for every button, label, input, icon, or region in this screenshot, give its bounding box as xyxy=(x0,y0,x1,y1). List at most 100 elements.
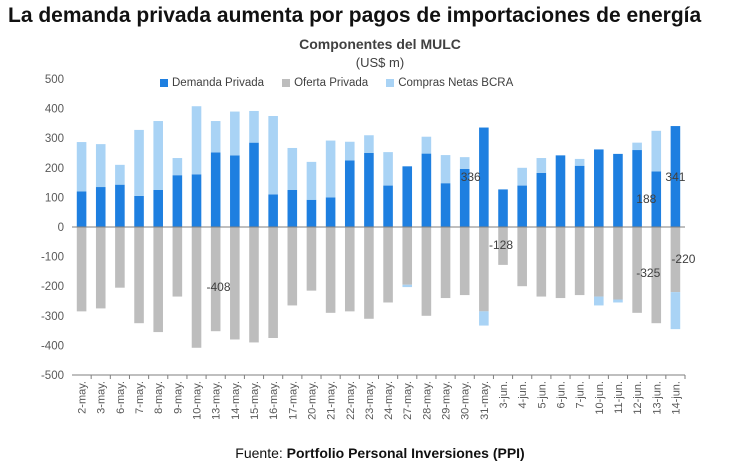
x-tick-label: 2-may. xyxy=(77,381,89,414)
bar-oferta xyxy=(555,227,566,299)
bar-oferta xyxy=(95,227,106,309)
x-tick-label: 30-may. xyxy=(460,381,472,420)
legend-item-oferta: Oferta Privada xyxy=(282,77,368,89)
legend-swatch-oferta xyxy=(282,79,291,87)
footer-source: Portfolio Personal Inversiones (PPI) xyxy=(286,445,525,461)
y-tick-label: 500 xyxy=(45,74,64,86)
bar-compras xyxy=(440,155,451,184)
bar-compras xyxy=(306,161,317,200)
bar-demanda xyxy=(210,152,221,227)
y-tick-label: 100 xyxy=(45,192,64,204)
bar-demanda xyxy=(249,142,259,227)
bar-oferta xyxy=(383,227,393,303)
bar-demanda xyxy=(306,199,317,227)
x-tick-label: 13-may. xyxy=(211,381,223,420)
x-tick-label: 7-may. xyxy=(134,381,146,414)
y-tick-label: 400 xyxy=(45,104,64,116)
x-tick-label: 10-jun. xyxy=(594,381,606,415)
x-tick-label: 3-may. xyxy=(96,381,108,414)
bar-oferta xyxy=(613,227,623,300)
y-tick-label: 200 xyxy=(45,163,64,175)
bar-demanda xyxy=(287,190,298,227)
y-tick-label: -300 xyxy=(41,311,64,323)
bar-oferta xyxy=(172,227,183,297)
bar-demanda xyxy=(594,149,604,227)
bar-compras xyxy=(574,158,585,166)
bar-oferta xyxy=(115,227,125,288)
bar-demanda xyxy=(632,150,642,227)
bar-compras xyxy=(249,110,259,143)
data-label: 336 xyxy=(461,170,481,184)
x-tick-label: 24-may. xyxy=(383,381,395,420)
x-tick-label: 16-may. xyxy=(268,381,280,420)
x-tick-label: 17-may. xyxy=(287,381,299,420)
bar-oferta xyxy=(268,227,278,338)
y-tick-label: -100 xyxy=(41,252,64,264)
bar-oferta xyxy=(459,227,470,296)
y-tick-label: 0 xyxy=(58,222,64,234)
x-tick-label: 9-may. xyxy=(172,381,184,414)
data-label: -128 xyxy=(489,238,513,252)
bar-oferta xyxy=(536,227,547,297)
chart-subtitle: (US$ m) xyxy=(355,55,405,70)
legend: Demanda Privada Oferta Privada Compras N… xyxy=(160,77,513,89)
bar-compras xyxy=(153,121,163,190)
bar-demanda xyxy=(651,171,662,227)
x-tick-label: 28-may. xyxy=(421,381,433,420)
bar-oferta xyxy=(498,227,508,265)
bar-compras xyxy=(632,142,642,151)
bar-compras xyxy=(613,299,623,303)
bar-oferta xyxy=(325,227,336,313)
bar-demanda xyxy=(536,172,547,227)
bar-demanda xyxy=(383,185,393,227)
x-tick-label: 22-may. xyxy=(345,381,357,420)
bar-demanda xyxy=(115,184,125,227)
bar-demanda xyxy=(268,194,278,227)
bar-demanda xyxy=(440,183,451,227)
bar-demanda xyxy=(325,197,336,227)
legend-label-demanda: Demanda Privada xyxy=(172,77,265,89)
legend-item-compras: Compras Netas BCRA xyxy=(386,77,513,89)
bar-demanda xyxy=(230,155,240,227)
bar-compras xyxy=(134,129,144,196)
bar-oferta xyxy=(306,227,317,291)
bar-compras xyxy=(210,121,221,153)
bar-compras xyxy=(383,152,393,186)
bar-oferta xyxy=(574,227,585,296)
bar-oferta xyxy=(440,227,451,299)
legend-item-demanda: Demanda Privada xyxy=(160,77,264,89)
bar-oferta xyxy=(153,227,163,333)
x-tick-label: 12-jun. xyxy=(632,381,644,415)
bar-compras xyxy=(230,111,240,156)
bar-compras xyxy=(536,158,547,173)
x-tick-label: 3-jun. xyxy=(498,381,510,409)
x-tick-label: 27-may. xyxy=(402,381,414,420)
bar-compras xyxy=(517,167,527,186)
x-tick-label: 4-jun. xyxy=(517,381,529,409)
x-tick-label: 21-may. xyxy=(326,381,338,420)
bar-oferta xyxy=(210,227,221,332)
bar-oferta xyxy=(479,227,489,312)
x-tick-label: 14-may. xyxy=(230,381,242,420)
bar-oferta xyxy=(287,227,298,306)
y-tick-label: 300 xyxy=(45,133,64,145)
bar-compras xyxy=(287,147,298,190)
data-label: 188 xyxy=(636,192,656,206)
bar-demanda xyxy=(95,187,106,227)
legend-swatch-demanda xyxy=(160,79,168,87)
bar-compras xyxy=(172,158,183,176)
legend-label-oferta: Oferta Privada xyxy=(294,77,369,89)
bar-demanda xyxy=(134,195,144,227)
bar-oferta xyxy=(421,227,432,316)
bar-compras xyxy=(115,164,125,185)
bar-demanda xyxy=(498,189,508,227)
x-tick-label: 13-jun. xyxy=(651,381,663,415)
bar-oferta xyxy=(344,227,355,312)
bar-demanda xyxy=(402,166,413,227)
bar-demanda xyxy=(670,126,681,227)
bar-oferta xyxy=(230,227,240,340)
bar-demanda xyxy=(76,191,87,227)
bar-compras xyxy=(76,142,87,192)
x-tick-label: 23-may. xyxy=(364,381,376,420)
